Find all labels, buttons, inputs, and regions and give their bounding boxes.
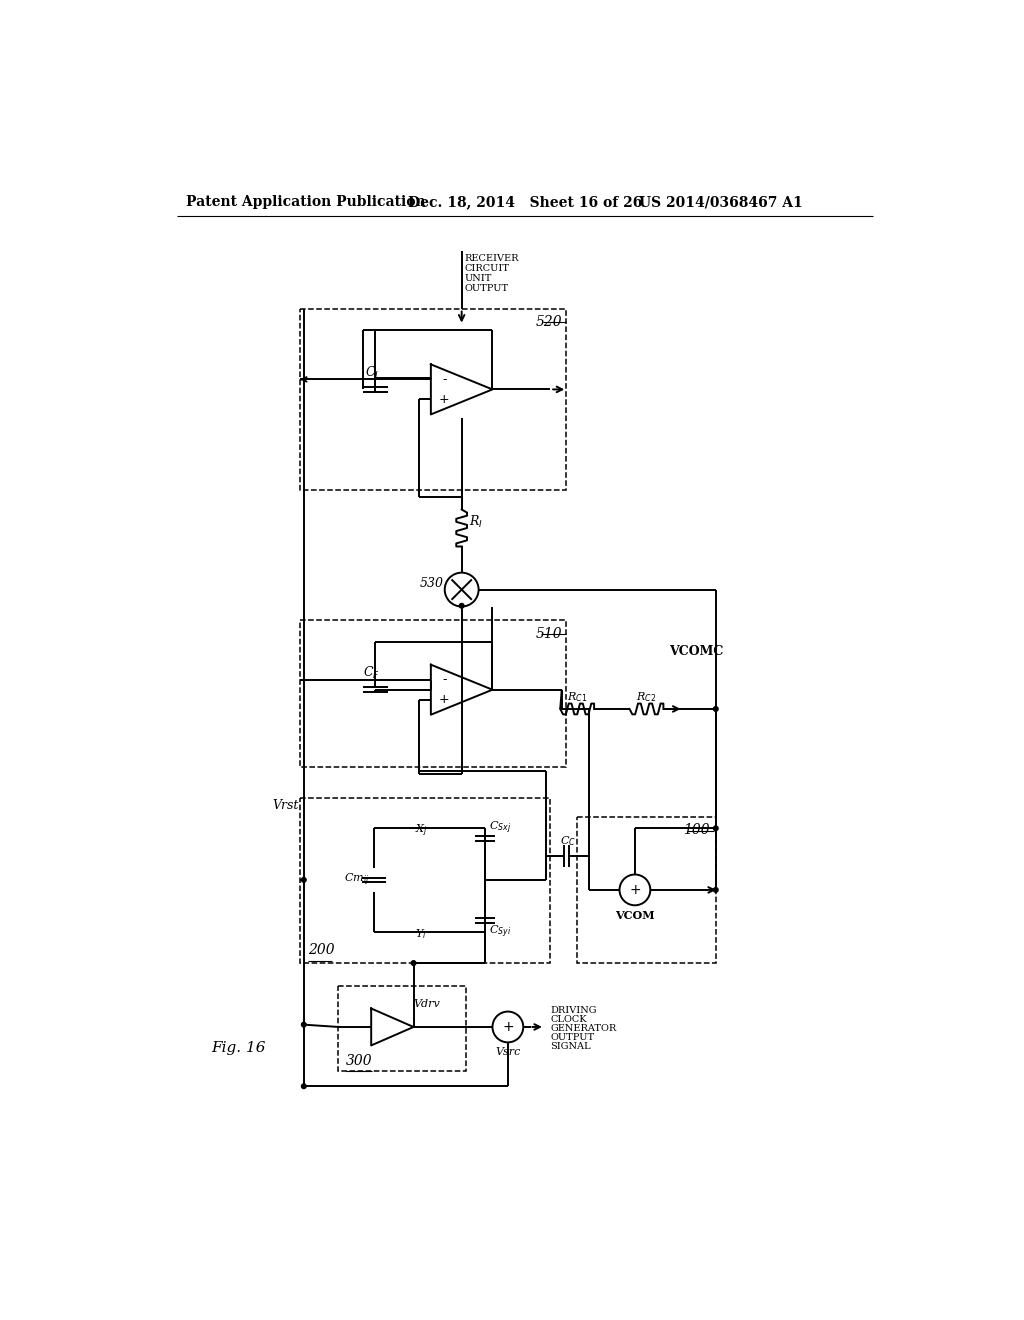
- Text: CLOCK: CLOCK: [550, 1015, 587, 1024]
- Text: X$_j$: X$_j$: [416, 822, 428, 838]
- Text: CIRCUIT: CIRCUIT: [465, 264, 510, 273]
- Bar: [578, 817, 716, 964]
- Text: Vdrv: Vdrv: [413, 999, 440, 1008]
- Text: US 2014/0368467 A1: US 2014/0368467 A1: [639, 195, 803, 210]
- Circle shape: [301, 878, 306, 882]
- Text: C$_I$: C$_I$: [365, 364, 379, 380]
- Text: C$_{Syi}$: C$_{Syi}$: [488, 923, 511, 940]
- Text: C$_F$: C$_F$: [364, 665, 380, 681]
- Text: GENERATOR: GENERATOR: [550, 1024, 616, 1034]
- Text: +: +: [439, 393, 450, 407]
- Text: Y$_i$: Y$_i$: [416, 928, 427, 941]
- Text: UNIT: UNIT: [465, 275, 493, 282]
- Circle shape: [714, 826, 718, 830]
- Text: DRIVING: DRIVING: [550, 1006, 597, 1015]
- Text: R$_{C2}$: R$_{C2}$: [636, 690, 656, 704]
- Text: R$_{C1}$: R$_{C1}$: [567, 690, 588, 704]
- Text: -: -: [442, 673, 446, 686]
- Text: C$_C$: C$_C$: [560, 834, 575, 847]
- Text: 520: 520: [536, 314, 562, 329]
- Text: VCOM: VCOM: [615, 909, 654, 921]
- Text: 510: 510: [536, 627, 562, 640]
- Bar: [300, 620, 565, 767]
- Text: +: +: [502, 1020, 514, 1034]
- Text: OUTPUT: OUTPUT: [550, 1034, 594, 1043]
- Text: Cm$_{ij}$: Cm$_{ij}$: [344, 871, 370, 888]
- Text: R$_I$: R$_I$: [469, 513, 483, 529]
- Circle shape: [301, 1022, 306, 1027]
- Circle shape: [301, 1084, 306, 1089]
- Text: Vrst: Vrst: [272, 799, 299, 812]
- Bar: [300, 309, 565, 490]
- Circle shape: [714, 887, 718, 892]
- Text: RECEIVER: RECEIVER: [465, 253, 519, 263]
- Text: -: -: [442, 372, 446, 385]
- Text: C$_{Sxj}$: C$_{Sxj}$: [488, 820, 511, 836]
- Text: Dec. 18, 2014   Sheet 16 of 26: Dec. 18, 2014 Sheet 16 of 26: [408, 195, 642, 210]
- Text: OUTPUT: OUTPUT: [465, 284, 509, 293]
- Text: +: +: [629, 883, 641, 896]
- Text: 200: 200: [307, 942, 334, 957]
- Text: Fig. 16: Fig. 16: [211, 1040, 266, 1055]
- Text: Vsrc: Vsrc: [496, 1047, 520, 1056]
- Bar: [300, 797, 550, 964]
- Text: 530: 530: [419, 577, 443, 590]
- Text: Patent Application Publication: Patent Application Publication: [186, 195, 426, 210]
- Text: +: +: [439, 693, 450, 706]
- Text: SIGNAL: SIGNAL: [550, 1043, 591, 1052]
- Circle shape: [714, 706, 718, 711]
- Text: VCOMC: VCOMC: [670, 644, 724, 657]
- Circle shape: [412, 961, 416, 965]
- Text: 300: 300: [346, 1053, 373, 1068]
- Bar: [339, 986, 466, 1071]
- Circle shape: [460, 603, 464, 609]
- Text: 100: 100: [683, 822, 710, 837]
